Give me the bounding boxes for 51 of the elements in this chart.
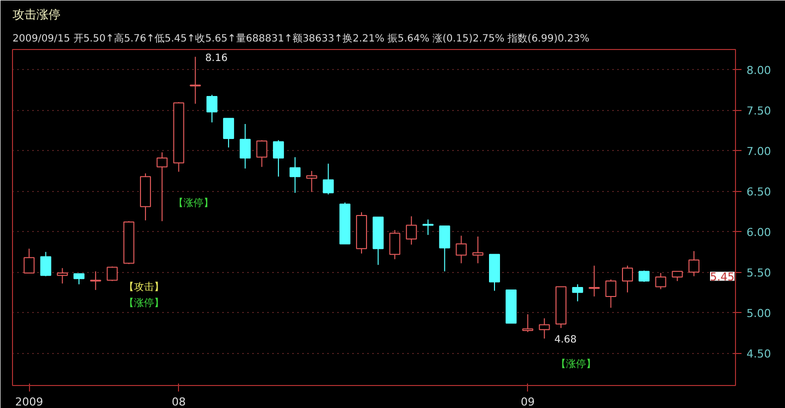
candlestick bbox=[605, 278, 616, 308]
text: 5.45 bbox=[710, 270, 735, 284]
candlestick bbox=[156, 152, 168, 222]
y-tick-label: 6.00 bbox=[746, 226, 771, 240]
chart-title: 攻击涨停 bbox=[12, 8, 60, 22]
candlestick bbox=[588, 265, 600, 297]
candlestick bbox=[538, 318, 550, 340]
y-tick-label: 7.00 bbox=[746, 145, 771, 158]
candlestick bbox=[223, 118, 234, 148]
candlestick bbox=[522, 314, 534, 333]
candlestick bbox=[672, 270, 683, 282]
chart-subtitle: 2009/09/15 开5.50↑高5.76↑低5.45↑收5.65↑量688831↑额38633↑换2.21% 振5.64% 涨(0.15)2.75% 指数(6.99)0.23% bbox=[12, 32, 590, 44]
candlestick bbox=[456, 235, 467, 264]
y-tick-label: 5.50 bbox=[746, 266, 771, 280]
candlestick bbox=[73, 273, 84, 285]
candlestick bbox=[306, 170, 318, 192]
candlestick bbox=[24, 248, 35, 274]
annotation: 4.68 bbox=[554, 334, 577, 346]
candlestick bbox=[40, 251, 52, 277]
candlestick bbox=[622, 265, 633, 293]
annotation: 【攻击】 bbox=[124, 281, 164, 294]
candlestick bbox=[439, 226, 450, 272]
y-tick-label: 7.50 bbox=[746, 104, 771, 118]
candlestick bbox=[655, 272, 666, 290]
annotation: 【涨停】 bbox=[556, 358, 596, 370]
y-tick-label: 4.50 bbox=[746, 348, 771, 361]
candlestick bbox=[290, 156, 301, 194]
candlestick bbox=[472, 236, 484, 264]
x-tick-label: 2009 bbox=[15, 396, 44, 408]
candlestick bbox=[272, 140, 284, 178]
x-tick-label: 09 bbox=[520, 396, 535, 408]
candlestick bbox=[389, 230, 400, 260]
annotation: 8.16 bbox=[205, 52, 228, 64]
candlestick bbox=[206, 94, 218, 123]
candlestick bbox=[56, 268, 68, 284]
candlestick bbox=[688, 250, 700, 277]
candlestick bbox=[106, 266, 118, 282]
candlestick bbox=[638, 270, 650, 282]
y-tick-label: 8.00 bbox=[746, 64, 771, 78]
annotation: 【涨停】 bbox=[174, 196, 214, 209]
candlestick bbox=[322, 163, 334, 195]
candlestick bbox=[572, 284, 584, 302]
annotation: 【涨停】 bbox=[124, 297, 164, 310]
candlestick bbox=[406, 216, 417, 246]
candlestick bbox=[90, 270, 102, 290]
candlestick bbox=[256, 140, 268, 168]
x-tick-label: 08 bbox=[172, 396, 186, 408]
y-tick-label: 6.50 bbox=[746, 186, 771, 199]
y-tick-label: 5.00 bbox=[746, 307, 771, 320]
candlestick bbox=[190, 56, 201, 104]
candlestick bbox=[240, 123, 251, 170]
